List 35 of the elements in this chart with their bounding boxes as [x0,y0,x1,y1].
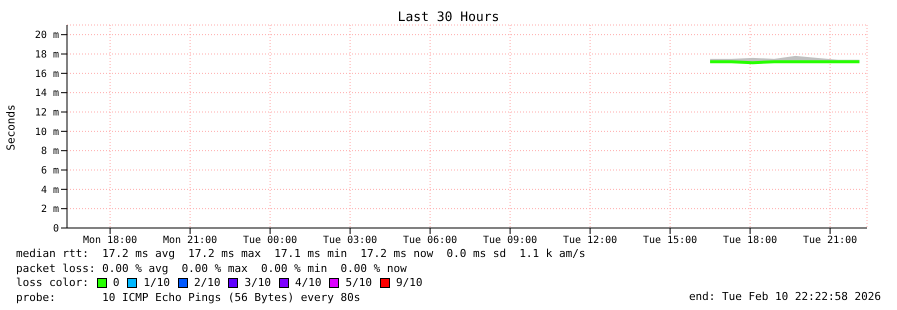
legend-label: 3/10 [244,276,271,290]
y-tick-label: 8 m [40,146,59,158]
y-tick-label: 6 m [40,166,59,177]
x-tick-label: Tue 21:00 [803,235,858,246]
y-tick-label: 4 m [40,184,59,196]
x-tick-label: Tue 00:00 [243,235,298,246]
text: probe: 10 ICMP Echo Pings (56 Bytes) every 80s [16,290,362,305]
legend-label: 9/10 [396,276,422,290]
text: end: Tue Feb 10 22:22:58 2026 [688,290,881,303]
legend-label: 1/10 [143,276,170,290]
legend-label: 4/10 [294,276,322,290]
x-tick-label: Mon 21:00 [163,235,218,246]
legend-label: 2/10 [194,276,220,290]
y-tick-label: 2 m [40,204,59,216]
y-tick-label: 10 m [34,126,59,138]
text: packet loss: 0.00 % avg 0.00 % max 0.00 % min 0.00 % now [16,262,408,276]
text: median rtt: 17.2 ms avg 17.2 ms max 17.1 ms min 17.2 ms now 0.0 ms sd 1.1 k am/s [16,247,586,262]
x-tick-label: Tue 09:00 [483,235,538,246]
y-axis-title: Seconds [4,104,18,150]
legend-title: loss color: [16,276,89,290]
x-tick-label: Tue 06:00 [403,235,458,246]
x-tick-label: Mon 18:00 [83,235,138,246]
x-tick-label: Tue 03:00 [323,235,378,246]
y-tick-label: 12 m [34,108,59,119]
legend-label: 5/10 [345,276,372,290]
y-tick-label: 14 m [34,88,59,100]
x-tick-label: Tue 15:00 [643,235,698,246]
y-tick-label: 16 m [34,68,59,80]
y-tick-label: 18 m [34,50,59,61]
legend-label: 0 [112,276,120,290]
x-tick-label: Tue 18:00 [723,235,778,246]
x-tick-label: Tue 12:00 [563,235,618,246]
chart-title: Last 30 Hours [396,10,500,25]
y-tick-label: 20 m [34,30,59,42]
y-tick-label: 0 [52,224,59,235]
